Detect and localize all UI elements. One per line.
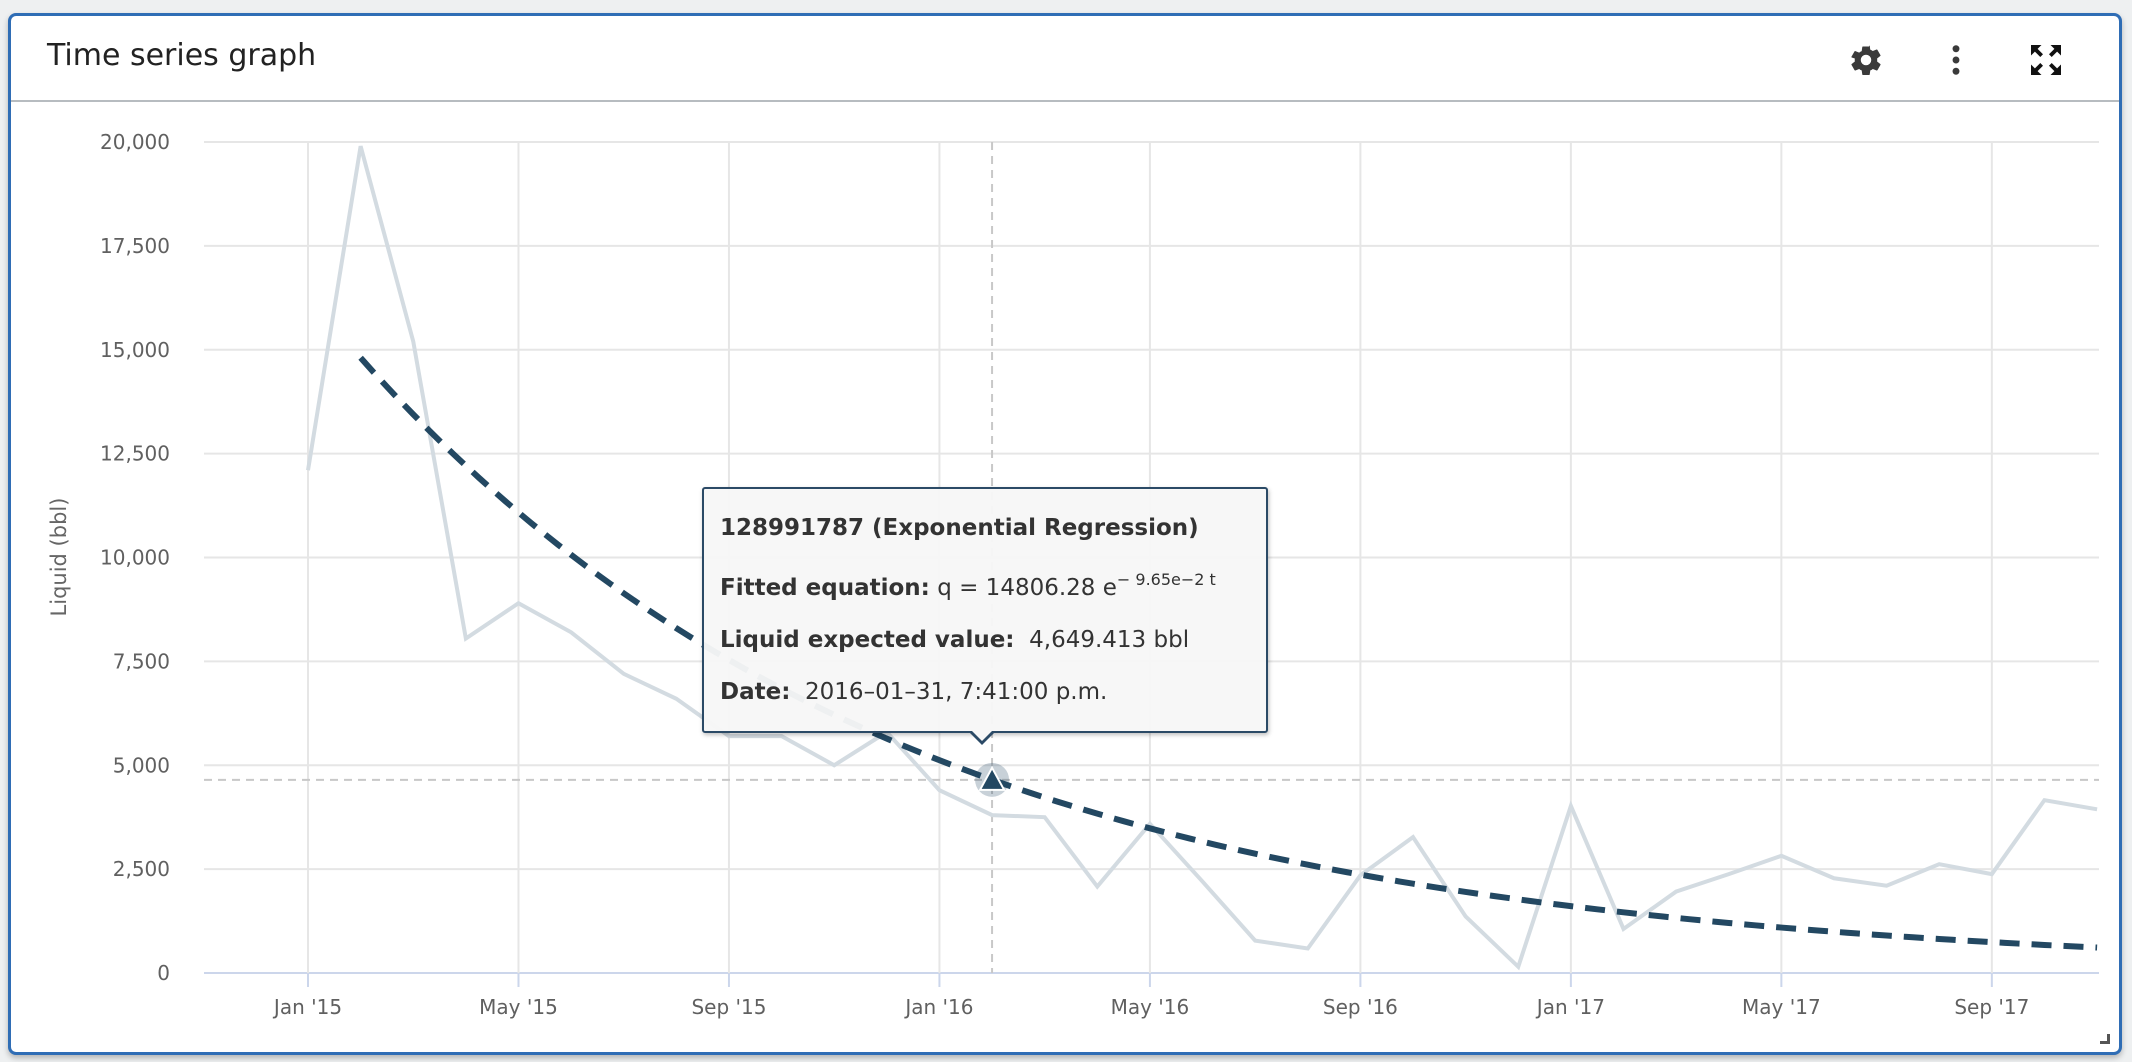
y-tick-label: 0 <box>157 961 170 985</box>
tooltip-date-value: 2016–01–31, 7:41:00 p.m. <box>805 679 1108 705</box>
y-tick-label: 5,000 <box>113 753 170 777</box>
panel-title: Time series graph <box>47 38 317 73</box>
x-tick-label: Sep '16 <box>1323 995 1398 1019</box>
tooltip-date-label: Date: <box>720 679 791 705</box>
tooltip-title: 128991787 (Exponential Regression) <box>720 515 1199 541</box>
x-axis-ticks: Jan '15 May '15 Sep '15 Jan '16 May '16 Sep '… <box>272 995 2029 1019</box>
x-tick-label: Jan '17 <box>1535 995 1605 1019</box>
x-tick-label: Jan '15 <box>272 995 342 1019</box>
hover-marker-triangle <box>978 765 1006 791</box>
tooltip-expected-value: 4,649.413 bbl <box>1029 627 1190 653</box>
tooltip-equation-row: Fitted equation: q = 14806.28 e− 9.65e−2… <box>720 567 1250 601</box>
y-axis-ticks: 0 2,500 5,000 7,500 10,000 12,500 15,000 17,500… <box>100 130 170 985</box>
tooltip-equation-value: q = 14806.28 e <box>937 575 1117 601</box>
x-tick-label: Sep '15 <box>691 995 766 1019</box>
x-tick-label: Sep '17 <box>1954 995 2029 1019</box>
gear-icon <box>1851 45 1881 76</box>
fullscreen-button[interactable] <box>2024 38 2068 82</box>
y-tick-label: 20,000 <box>100 130 170 154</box>
regression-fit-line <box>358 355 2098 951</box>
y-tick-label: 15,000 <box>100 338 170 362</box>
tooltip-equation-exponent: − 9.65e−2 t <box>1116 570 1216 589</box>
tooltip-pointer-fill <box>971 730 993 741</box>
y-tick-label: 17,500 <box>100 234 170 258</box>
tooltip: 128991787 (Exponential Regression) Fitte… <box>702 487 1268 733</box>
resize-handle-icon[interactable] <box>2100 1034 2110 1044</box>
hover-marker-group <box>975 762 1010 797</box>
series <box>306 145 2098 971</box>
y-tick-label: 12,500 <box>100 442 170 466</box>
tooltip-expected-label: Liquid expected value: <box>720 627 1015 653</box>
tooltip-equation-label: Fitted equation: <box>720 575 930 601</box>
tooltip-date-row: Date: 2016–01–31, 7:41:00 p.m. <box>720 679 1250 705</box>
x-tick-label: May '15 <box>479 995 558 1019</box>
x-tick-label: May '16 <box>1111 995 1190 1019</box>
kebab-menu-icon <box>1952 45 1960 75</box>
tooltip-expected-row: Liquid expected value: 4,649.413 bbl <box>720 627 1250 653</box>
x-tick-label: Jan '16 <box>903 995 973 1019</box>
expand-icon <box>2031 45 2061 75</box>
settings-button[interactable] <box>1844 38 1888 82</box>
y-axis-label: Liquid (bbl) <box>47 498 71 617</box>
crosshair <box>204 142 2099 973</box>
panel-header: Time series graph <box>11 16 2119 102</box>
more-options-button[interactable] <box>1934 38 1978 82</box>
y-tick-label: 10,000 <box>100 546 170 570</box>
y-tick-label: 7,500 <box>113 649 170 673</box>
x-tick-label: May '17 <box>1742 995 1821 1019</box>
y-tick-label: 2,500 <box>113 857 170 881</box>
